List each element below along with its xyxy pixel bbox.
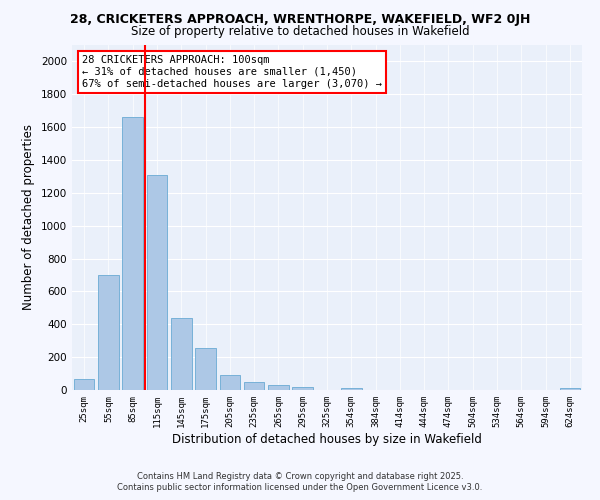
Text: Size of property relative to detached houses in Wakefield: Size of property relative to detached ho… xyxy=(131,25,469,38)
Bar xyxy=(244,382,265,390)
Bar xyxy=(220,375,240,390)
Bar xyxy=(146,175,167,390)
Bar xyxy=(195,348,216,390)
Bar xyxy=(98,275,119,390)
Bar xyxy=(122,118,143,390)
Bar xyxy=(560,388,580,390)
Text: Contains HM Land Registry data © Crown copyright and database right 2025.
Contai: Contains HM Land Registry data © Crown c… xyxy=(118,472,482,492)
Bar xyxy=(341,388,362,390)
Bar xyxy=(171,318,191,390)
Bar xyxy=(292,386,313,390)
Bar xyxy=(268,385,289,390)
Text: 28, CRICKETERS APPROACH, WRENTHORPE, WAKEFIELD, WF2 0JH: 28, CRICKETERS APPROACH, WRENTHORPE, WAK… xyxy=(70,12,530,26)
X-axis label: Distribution of detached houses by size in Wakefield: Distribution of detached houses by size … xyxy=(172,432,482,446)
Text: 28 CRICKETERS APPROACH: 100sqm
← 31% of detached houses are smaller (1,450)
67% : 28 CRICKETERS APPROACH: 100sqm ← 31% of … xyxy=(82,56,382,88)
Y-axis label: Number of detached properties: Number of detached properties xyxy=(22,124,35,310)
Bar xyxy=(74,380,94,390)
